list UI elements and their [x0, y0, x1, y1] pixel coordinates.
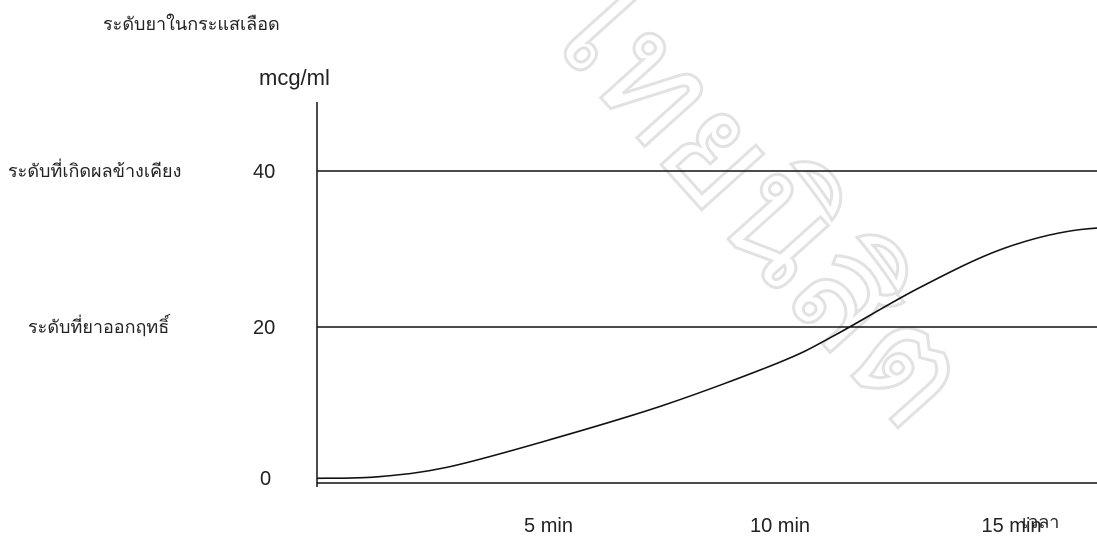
series-line-0 [316, 227, 1097, 480]
y-tick-labels: 0 20 40 [253, 161, 275, 490]
watermark: ไทยนิสิต [500, 0, 1010, 461]
watermark-text: ไทยนิสิต [501, 0, 1008, 460]
x-axis-label: เวลา [1022, 512, 1059, 533]
x-tick-label-1: 10 min [750, 515, 810, 537]
y-tick-label-2: 40 [253, 161, 275, 183]
threshold-label-1: ระดับที่ยาออกฤทธิ์ [28, 313, 171, 338]
threshold-label-0: ระดับที่เกิดผลข้างเคียง [8, 158, 181, 182]
series-layer [316, 227, 1097, 480]
y-tick-label-0: 0 [260, 468, 271, 490]
threshold-lines: ระดับที่เกิดผลข้างเคียงระดับที่ยาออกฤทธิ… [8, 158, 1097, 338]
x-tick-label-2: 15 min [981, 515, 1041, 537]
y-axis-label: mcg/ml [259, 65, 330, 90]
chart-title: ระดับยาในกระแสเลือด [103, 13, 280, 35]
x-tick-label-0: 5 min [524, 515, 573, 537]
y-tick-label-1: 20 [253, 317, 275, 339]
